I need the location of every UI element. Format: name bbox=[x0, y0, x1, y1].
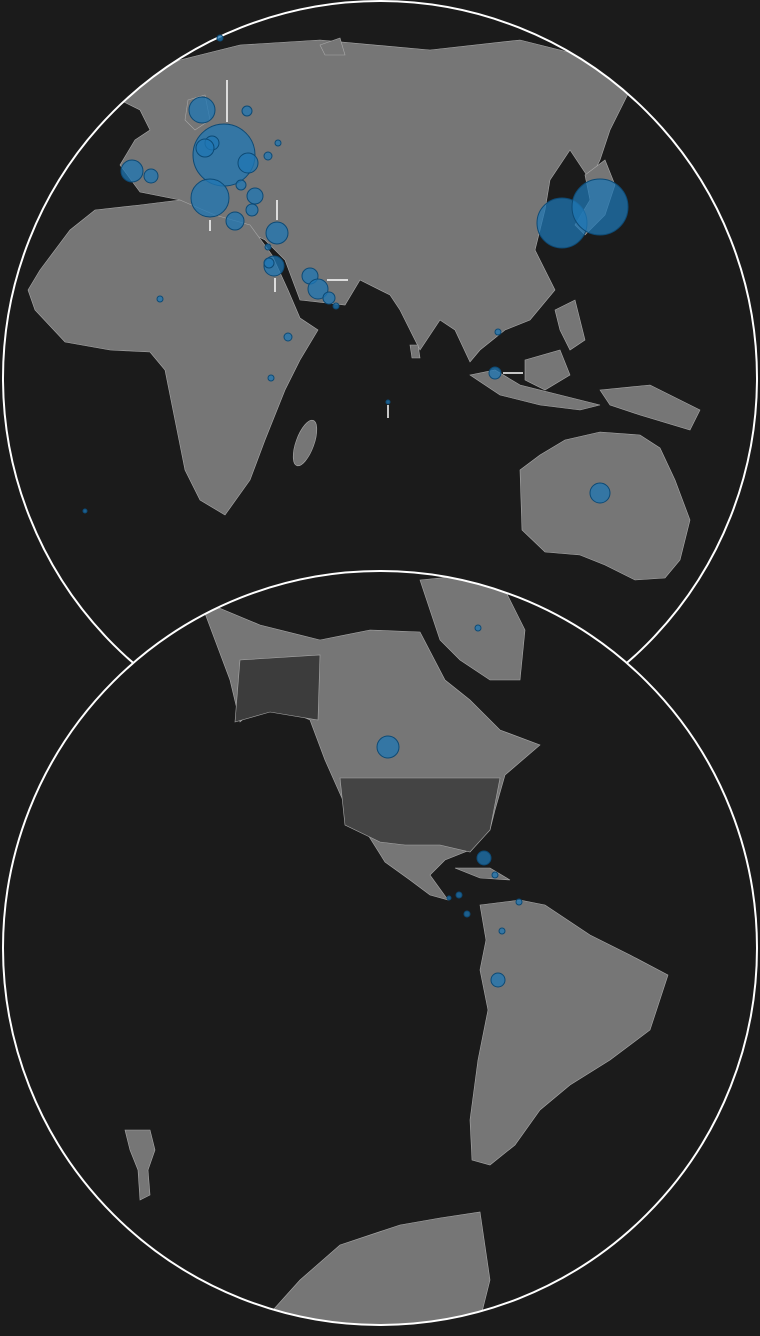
markers bbox=[82, 34, 629, 514]
indonesia bbox=[469, 369, 601, 411]
marker bbox=[235, 179, 247, 191]
globe-disc bbox=[3, 571, 757, 1325]
antarctica bbox=[254, 1211, 491, 1325]
australia bbox=[519, 431, 691, 581]
marker bbox=[237, 152, 259, 174]
marker bbox=[494, 328, 502, 336]
markers bbox=[376, 624, 523, 988]
united-states bbox=[339, 777, 501, 853]
marker bbox=[463, 910, 471, 918]
marker bbox=[490, 972, 506, 988]
marker bbox=[589, 482, 611, 504]
marker bbox=[82, 508, 88, 514]
marker bbox=[385, 399, 391, 405]
marker bbox=[188, 96, 216, 124]
new-zealand bbox=[124, 1129, 156, 1201]
marker bbox=[263, 151, 273, 161]
marker bbox=[245, 203, 259, 217]
marker bbox=[264, 243, 272, 251]
marker bbox=[446, 895, 452, 901]
marker bbox=[263, 257, 275, 269]
marker bbox=[283, 332, 293, 342]
borneo bbox=[524, 349, 571, 391]
marker bbox=[216, 34, 224, 42]
marker bbox=[246, 187, 264, 205]
marker bbox=[156, 295, 164, 303]
marker bbox=[241, 105, 253, 117]
alaska bbox=[234, 654, 321, 723]
marker bbox=[322, 291, 336, 305]
svalbard bbox=[319, 37, 346, 56]
marker bbox=[332, 302, 340, 310]
marker bbox=[455, 891, 463, 899]
sri-lanka bbox=[409, 344, 421, 359]
marker bbox=[498, 927, 506, 935]
madagascar bbox=[292, 419, 318, 467]
marker bbox=[476, 850, 492, 866]
leader-lines bbox=[209, 80, 523, 418]
marker bbox=[488, 366, 502, 380]
marker bbox=[190, 178, 230, 218]
marker bbox=[571, 178, 629, 236]
south-america bbox=[469, 899, 669, 1166]
marker bbox=[265, 221, 289, 245]
marker bbox=[120, 159, 144, 183]
philippines bbox=[554, 299, 586, 351]
marker bbox=[376, 735, 400, 759]
new-guinea bbox=[599, 384, 701, 431]
marker bbox=[195, 138, 215, 158]
marker bbox=[515, 898, 523, 906]
marker bbox=[307, 278, 329, 300]
marker bbox=[274, 139, 282, 147]
globe-outline bbox=[2, 570, 758, 1326]
marker bbox=[474, 624, 482, 632]
marker bbox=[143, 168, 159, 184]
marker bbox=[491, 871, 499, 879]
eastern-hemisphere bbox=[2, 0, 758, 756]
marker bbox=[267, 374, 275, 382]
western-hemisphere bbox=[2, 570, 758, 1326]
marker bbox=[225, 211, 245, 231]
africa bbox=[27, 199, 319, 516]
